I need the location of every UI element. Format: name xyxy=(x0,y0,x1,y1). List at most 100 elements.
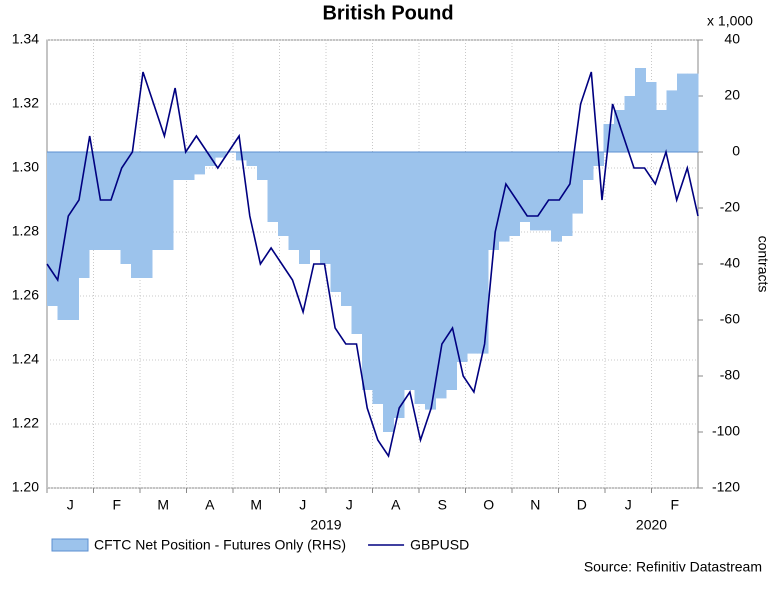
y2-tick-label: -120 xyxy=(712,479,740,495)
y-tick-label: 1.22 xyxy=(12,415,39,431)
position-bar xyxy=(47,152,58,306)
position-bar xyxy=(57,152,69,320)
position-bar xyxy=(120,152,132,264)
position-bar xyxy=(666,90,678,152)
y2-tick-label: -100 xyxy=(712,423,740,439)
x-tick-label: J xyxy=(67,497,74,513)
y2-tick-label: -80 xyxy=(720,367,740,383)
y2-tick-label: -20 xyxy=(720,199,740,215)
position-bar xyxy=(183,152,195,180)
position-bar xyxy=(278,152,289,236)
position-bar xyxy=(435,152,447,399)
position-bar xyxy=(488,152,499,250)
position-bar xyxy=(68,152,79,320)
position-bar xyxy=(162,152,174,250)
position-bar xyxy=(341,152,352,306)
year-label: 2019 xyxy=(310,517,341,533)
y-tick-label: 1.34 xyxy=(12,31,39,47)
position-bar xyxy=(288,152,300,250)
position-bar xyxy=(110,152,121,250)
y-tick-label: 1.24 xyxy=(12,351,39,367)
position-bar xyxy=(656,110,667,152)
position-bar xyxy=(99,152,111,250)
position-bar xyxy=(614,110,625,152)
legend-swatch xyxy=(51,538,89,552)
y-tick-label: 1.20 xyxy=(12,479,39,495)
y2-tick-label: -60 xyxy=(720,311,740,327)
x-tick-label: J xyxy=(346,497,353,513)
position-bar xyxy=(635,68,646,152)
y-tick-label: 1.26 xyxy=(12,287,39,303)
position-bar xyxy=(309,152,321,250)
chart-title: British Pound xyxy=(322,2,453,24)
position-bar xyxy=(257,152,268,180)
position-bar xyxy=(173,152,184,180)
position-bar xyxy=(551,152,562,242)
x-tick-label: F xyxy=(670,497,679,513)
position-bar xyxy=(456,152,468,362)
position-bar xyxy=(467,152,478,354)
position-bar xyxy=(498,152,510,242)
x-tick-label: S xyxy=(438,497,447,513)
position-bar xyxy=(267,152,279,222)
position-bar xyxy=(677,73,688,152)
x-tick-label: F xyxy=(112,497,121,513)
position-bar xyxy=(320,152,331,264)
x-tick-label: M xyxy=(157,497,169,513)
legend-label: GBPUSD xyxy=(410,537,469,553)
position-bar xyxy=(509,152,520,236)
y2-tick-label: 0 xyxy=(732,143,740,159)
y2-tick-label: -40 xyxy=(720,255,740,271)
position-bar xyxy=(540,152,552,231)
position-bar xyxy=(204,152,216,166)
position-bar xyxy=(372,152,384,404)
year-label: 2020 xyxy=(636,517,667,533)
position-bar xyxy=(446,152,457,390)
position-bar xyxy=(687,73,699,152)
position-bar xyxy=(645,82,657,152)
x-tick-label: J xyxy=(625,497,632,513)
position-bar xyxy=(519,152,531,222)
y-tick-label: 1.28 xyxy=(12,223,39,239)
position-bar xyxy=(425,152,436,410)
position-bar xyxy=(561,152,573,236)
position-bar xyxy=(362,152,373,390)
legend-label: CFTC Net Position - Futures Only (RHS) xyxy=(94,537,346,553)
position-bar xyxy=(383,152,394,432)
y2-axis-label: contracts xyxy=(755,236,770,293)
y-tick-label: 1.32 xyxy=(12,95,39,111)
position-bar xyxy=(141,152,153,278)
position-bar xyxy=(215,152,226,158)
position-bar xyxy=(246,152,258,166)
position-bar xyxy=(582,152,594,180)
position-bar xyxy=(152,152,163,250)
x-tick-label: N xyxy=(530,497,540,513)
position-bar xyxy=(624,96,636,152)
x-tick-label: A xyxy=(391,497,401,513)
position-bar xyxy=(299,152,310,264)
x-tick-label: J xyxy=(299,497,306,513)
position-bar xyxy=(78,152,90,278)
y-tick-label: 1.30 xyxy=(12,159,39,175)
position-bar xyxy=(414,152,426,404)
position-bar xyxy=(131,152,142,278)
position-bar xyxy=(351,152,363,334)
y2-tick-label: 20 xyxy=(724,87,740,103)
x-tick-label: O xyxy=(483,497,494,513)
x-tick-label: M xyxy=(250,497,262,513)
position-bar xyxy=(404,152,415,390)
x-tick-label: D xyxy=(577,497,587,513)
position-bar xyxy=(572,152,583,214)
position-bar xyxy=(477,152,489,354)
y2-tick-label: 40 xyxy=(724,31,740,47)
source: Source: Refinitiv Datastream xyxy=(584,559,762,575)
y2-unit: x 1,000 xyxy=(707,13,753,29)
x-tick-label: A xyxy=(205,497,215,513)
position-bar xyxy=(393,152,405,418)
position-bar xyxy=(89,152,100,250)
position-bar xyxy=(530,152,541,231)
position-bar xyxy=(194,152,205,175)
price-line xyxy=(46,71,699,458)
